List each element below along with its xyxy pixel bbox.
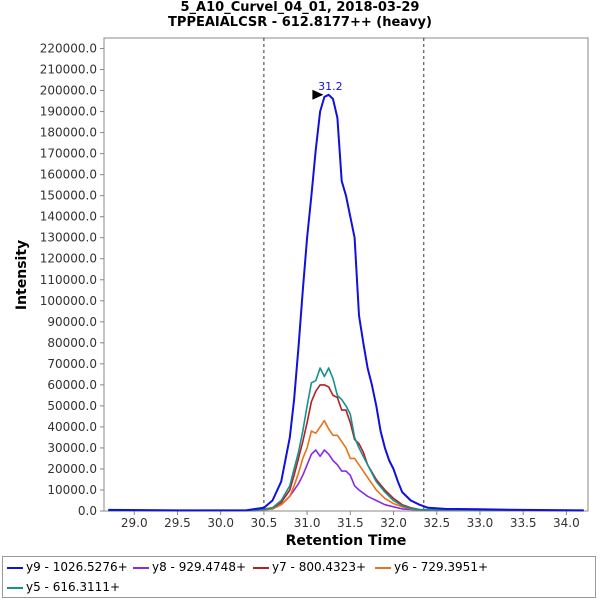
y-tick-label: 200000.0 xyxy=(40,84,97,98)
y-tick-label: 100000.0 xyxy=(40,294,97,308)
y-tick-label: 110000.0 xyxy=(40,273,97,287)
legend-label: y6 - 729.3951+ xyxy=(394,560,489,574)
axes-layer: 0.0 10000.0 20000.0 30000.0 40000.0 50000.0 60… xyxy=(40,37,589,530)
peak-label: 31.2 xyxy=(318,80,343,93)
legend-item: y9 - 1026.5276+ xyxy=(7,560,128,574)
chart-subtitle: TPPEAIALCSR - 612.8177++ (heavy) xyxy=(168,15,432,30)
y-tick-label: 80000.0 xyxy=(47,336,97,350)
legend-label: y7 - 800.4323+ xyxy=(272,560,367,574)
y-tick-label: 170000.0 xyxy=(40,147,97,161)
annotation-layer: 31.2 xyxy=(312,80,343,100)
y-tick-label: 40000.0 xyxy=(47,420,97,434)
y-tick-label: 10000.0 xyxy=(47,483,97,497)
y-tick-label: 20000.0 xyxy=(47,462,97,476)
y-tick-label: 60000.0 xyxy=(47,378,97,392)
legend-item: y6 - 729.3951+ xyxy=(375,560,488,574)
y-tick-label: 130000.0 xyxy=(40,231,97,245)
legend-item: y7 - 800.4323+ xyxy=(253,560,366,574)
chart-title: 5_A10_Curvel_04_01, 2018-03-29 xyxy=(180,0,420,15)
y-tick-label: 140000.0 xyxy=(40,210,97,224)
x-tick-label: 31.5 xyxy=(337,516,364,530)
y-tick-label: 70000.0 xyxy=(47,357,97,371)
legend: y9 - 1026.5276+ y8 - 929.4748+ y7 - 800.43… xyxy=(2,556,596,598)
x-tick-label: 29.5 xyxy=(164,516,191,530)
plot-frame xyxy=(103,37,589,512)
legend-label: y5 - 616.3111+ xyxy=(26,580,121,594)
series-line-y7 xyxy=(108,384,584,512)
y-tick-label: 220000.0 xyxy=(40,42,97,56)
x-tick-label: 30.5 xyxy=(251,516,278,530)
legend-label: y9 - 1026.5276+ xyxy=(26,560,128,574)
x-tick-label: 32.5 xyxy=(423,516,450,530)
y-tick-label: 0.0 xyxy=(78,504,97,518)
x-tick-label: 33.0 xyxy=(467,516,494,530)
legend-item: y8 - 929.4748+ xyxy=(133,560,246,574)
y-tick-label: 190000.0 xyxy=(40,105,97,119)
legend-label: y8 - 929.4748+ xyxy=(152,560,247,574)
x-tick-label: 29.0 xyxy=(121,516,148,530)
legend-swatch xyxy=(253,566,269,569)
y-tick-label: 90000.0 xyxy=(47,315,97,329)
legend-item: y5 - 616.3111+ xyxy=(7,580,120,594)
y-tick-label: 160000.0 xyxy=(40,168,97,182)
x-tick-label: 34.0 xyxy=(553,516,580,530)
y-tick-label: 150000.0 xyxy=(40,189,97,203)
chromatogram-plot: 0.0 10000.0 20000.0 30000.0 40000.0 50000.0 60… xyxy=(14,37,589,549)
peak-marker xyxy=(312,89,324,100)
series-line-y5 xyxy=(108,367,584,512)
x-tick-label: 33.5 xyxy=(510,516,537,530)
legend-swatch xyxy=(7,566,23,569)
legend-swatch xyxy=(7,586,23,589)
y-axis-label: Intensity xyxy=(14,240,30,310)
series-line-y9 xyxy=(108,93,584,512)
x-axis-label: Retention Time xyxy=(286,533,407,549)
y-tick-label: 210000.0 xyxy=(40,63,97,77)
series-layer xyxy=(108,93,584,512)
x-tick-label: 30.0 xyxy=(207,516,234,530)
series-line-y6 xyxy=(108,419,584,512)
legend-swatch xyxy=(375,566,391,569)
legend-swatch xyxy=(133,566,149,569)
series-line-y8 xyxy=(108,449,584,512)
y-tick-label: 120000.0 xyxy=(40,252,97,266)
y-tick-label: 180000.0 xyxy=(40,126,97,140)
x-tick-label: 32.0 xyxy=(380,516,407,530)
x-tick-label: 31.0 xyxy=(294,516,321,530)
y-tick-label: 30000.0 xyxy=(47,441,97,455)
y-tick-label: 50000.0 xyxy=(47,399,97,413)
